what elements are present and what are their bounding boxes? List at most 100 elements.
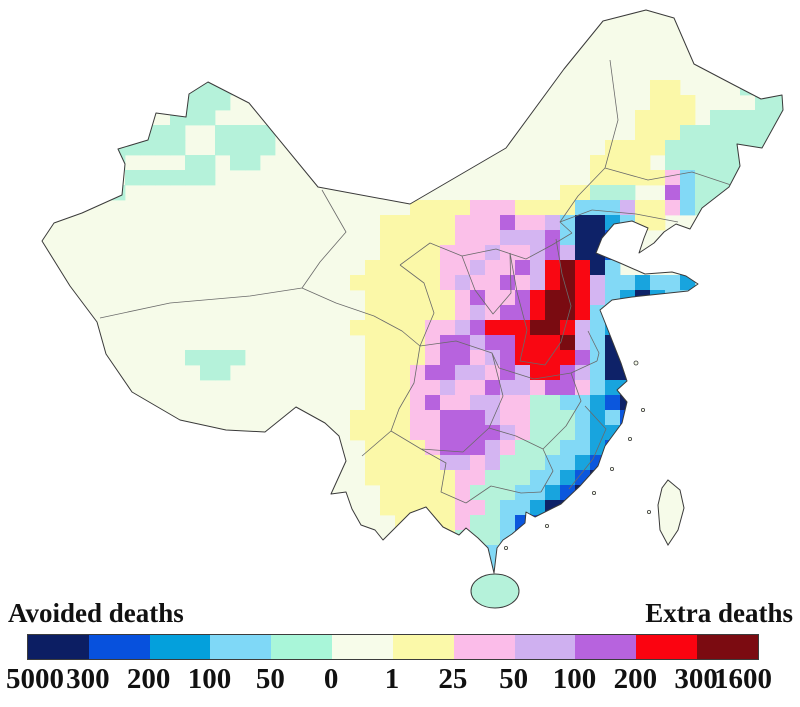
grid-cell [485,365,501,381]
grid-cell [440,455,456,471]
grid-cell [470,290,486,306]
grid-cell [350,425,366,441]
grid-cell [65,185,81,201]
grid-cell [500,365,516,381]
grid-cell [410,485,426,501]
grid-cell [485,335,501,351]
grid-cell [560,230,576,246]
grid-cell [695,125,711,141]
grid-cell [200,110,216,126]
grid-cell [560,185,576,201]
grid-cell [95,170,111,186]
grid-cell [485,485,501,501]
grid-cell [215,140,231,156]
grid-cell [515,515,531,531]
grid-cell [545,425,561,441]
grid-cell [590,200,606,216]
grid-cell [530,380,546,396]
grid-cell [620,170,636,186]
grid-cell [530,425,546,441]
grid-cell [395,350,411,366]
grid-cell [530,395,546,411]
grid-cell [560,395,576,411]
grid-cell [395,245,411,261]
grid-cell [530,215,546,231]
grid-cell [620,305,636,321]
grid-cell [230,50,246,66]
grid-cell [590,215,606,231]
grid-cell [410,245,426,261]
grid-cell [470,425,486,441]
legend-label-avoided-deaths: Avoided deaths [8,598,184,628]
grid-cell [485,305,501,321]
grid-cell [170,170,186,186]
grid-cell [410,410,426,426]
grid-cell [755,110,771,126]
grid-cell [590,395,606,411]
grid-cell [365,365,381,381]
grid-cell [50,140,66,156]
grid-cell [575,380,591,396]
grid-cell [95,155,111,171]
grid-cell [365,305,381,321]
grid-cell [710,170,726,186]
grid-cell [395,230,411,246]
grid-cell [605,155,621,171]
grid-cell [125,170,141,186]
grid-cell [515,395,531,411]
grid-cell [80,155,96,171]
grid-cell [575,230,591,246]
grid-cell [42,155,51,171]
grid-cell [470,470,486,486]
grid-cell [680,110,696,126]
grid-cell [185,155,201,171]
grid-cell [395,365,411,381]
grid-cell [395,290,411,306]
grid-cell [680,140,696,156]
grid-cell [545,350,561,366]
grid-cell [455,350,471,366]
grid-cell [575,395,591,411]
grid-cell [395,275,411,291]
grid-cell [155,95,171,111]
grid-cell [560,515,576,531]
grid-cell [80,185,96,201]
grid-cell [365,455,381,471]
grid-cell [530,320,546,336]
grid-cell [770,95,783,111]
grid-cell [470,230,486,246]
colorbar-segment [28,635,89,659]
grid-cell [770,50,783,66]
grid-cell [620,155,636,171]
grid-cell [425,275,441,291]
grid-cell [365,350,381,366]
grid-cell [485,425,501,441]
grid-cell [470,545,486,561]
grid-cell [545,245,561,261]
grid-cell [380,395,396,411]
grid-cell [560,245,576,261]
grid-cell [380,470,396,486]
grid-cell [605,290,621,306]
grid-cell [440,515,456,531]
grid-cell [515,200,531,216]
colorbar-segment [88,635,150,659]
grid-cell [185,170,201,186]
grid-cell [455,410,471,426]
grid-cell [245,50,261,66]
grid-cell [380,320,396,336]
grid-cell [380,305,396,321]
grid-cell [485,200,501,216]
grid-cell [710,125,726,141]
grid-cell [560,530,576,546]
grid-cell [515,365,531,381]
grid-cell [725,170,741,186]
grid-cell [155,125,171,141]
grid-cell [605,425,621,441]
grid-cell [185,110,201,126]
grid-cell [605,350,621,366]
china-heatmap [41,9,784,609]
colorbar-segment [575,635,637,659]
grid-cell [590,410,606,426]
grid-cell [470,380,486,396]
